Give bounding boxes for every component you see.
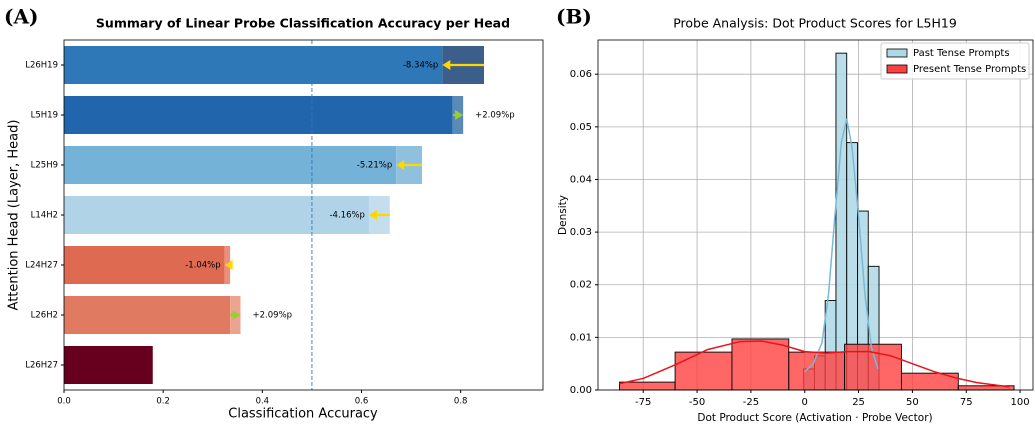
y-tick-label: 0.01 [570,332,592,343]
x-axis-label: Classification Accuracy [228,407,378,422]
bar [64,46,443,84]
legend-swatch [886,64,908,74]
x-axis-label: Dot Product Score (Activation · Probe Ve… [697,412,932,424]
x-tick-label: 0.0 [57,397,71,407]
histogram-bar [619,381,676,391]
y-tick-label: L26H27 [25,361,58,371]
y-tick-label: 0.00 [570,385,592,396]
legend-label: Past Tense Prompts [913,48,1010,59]
kde-line [619,340,1010,388]
change-label: -4.16%p [329,211,364,221]
y-tick-label: L26H19 [25,61,58,71]
x-tick-label: 0 [802,397,808,408]
change-label: +2.09%p [253,311,293,321]
histogram-bar [674,351,733,391]
change-label: -5.21%p [357,161,392,171]
change-label: -8.34%p [403,61,438,71]
y-tick-label: L26H2 [31,311,58,321]
arrow-head [368,210,377,220]
arrow-head [232,310,241,320]
change-label: +2.09%p [475,111,515,121]
chart-title: Probe Analysis: Dot Product Scores for L… [673,16,957,31]
arrow-head [396,160,405,170]
histogram-bar [731,338,790,391]
y-tick-label: L14H2 [31,211,58,221]
histogram-bar [835,52,848,391]
y-tick-label: L25H9 [31,161,58,171]
bar [64,346,153,384]
x-tick-label: -25 [743,397,759,408]
x-tick-label: 0.8 [454,397,468,407]
x-tick-label: -75 [635,397,651,408]
histogram-bar [788,351,846,391]
x-tick-label: 50 [906,397,919,408]
y-tick-label: 0.04 [570,174,592,185]
bar [64,296,231,334]
legend-label: Present Tense Prompts [913,64,1026,75]
arrow-head [442,60,451,70]
y-tick-label: 0.06 [570,69,592,80]
bar [64,146,397,184]
legend-swatch [886,48,908,58]
arrow-head [455,110,464,120]
chart-title: Summary of Linear Probe Classification A… [96,16,510,31]
bar [64,246,225,284]
panel-label: (B) [556,5,592,29]
bar [64,96,453,134]
y-tick-label: L5H19 [31,111,58,121]
kde-line [804,118,879,373]
bar [64,196,369,234]
legend-box [880,42,1030,80]
y-axis-label: Attention Head (Layer, Head) [7,120,22,311]
plot-frame [597,39,1034,391]
y-tick-label: 0.02 [570,280,592,291]
arrow-head [224,260,233,270]
y-axis-label: Density [557,195,569,235]
x-tick-label: 25 [852,397,865,408]
plot-frame [63,39,544,391]
y-tick-label: 0.05 [570,122,592,133]
panel-label: (A) [4,5,38,29]
change-label: -1.04%p [185,261,220,271]
x-tick-label: 100 [1011,397,1030,408]
x-tick-label: 0.2 [156,397,170,407]
x-tick-label: 0.4 [256,397,270,407]
y-tick-label: L24H27 [25,261,58,271]
y-tick-label: 0.03 [570,227,592,238]
x-tick-label: -50 [689,397,705,408]
x-tick-label: 75 [960,397,973,408]
x-tick-label: 0.6 [355,397,369,407]
